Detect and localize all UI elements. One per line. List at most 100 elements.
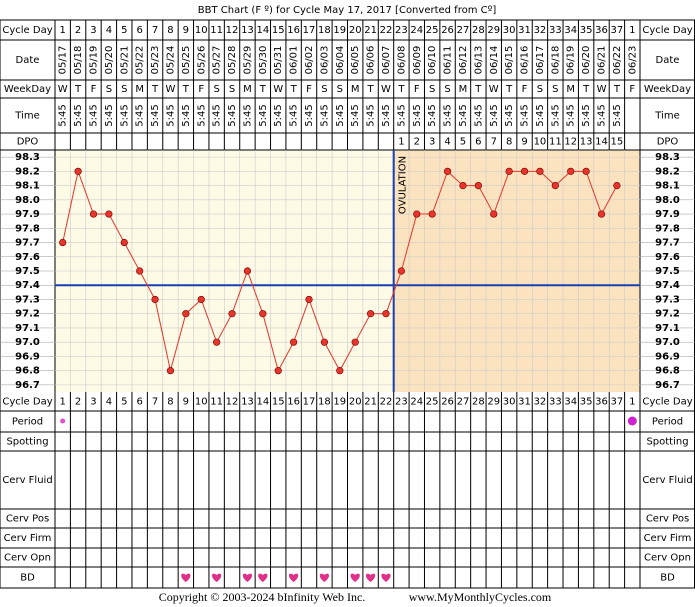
cell-text: 5:45 — [258, 104, 269, 126]
cell-text: M — [351, 84, 360, 95]
y-tick-label: 98.1 — [655, 181, 680, 192]
cell-text: 06/17 — [535, 46, 546, 75]
row-label: Date — [16, 55, 40, 66]
cell-text: M — [566, 84, 575, 95]
cell-text: 36 — [595, 397, 608, 408]
cell-text: S — [552, 84, 558, 95]
temperature-point — [74, 167, 82, 175]
temperature-point — [105, 210, 113, 218]
cell-text: 5:45 — [88, 104, 99, 126]
y-tick-label: 97.9 — [15, 209, 40, 220]
row-label: Cycle Day — [2, 397, 52, 408]
cell-text: 5:45 — [212, 104, 223, 126]
row-label: Cerv Pos — [646, 514, 689, 525]
row-label: Cerv Opn — [644, 553, 691, 564]
y-tick-label: 98.2 — [655, 166, 680, 177]
cell-text: 34 — [564, 25, 577, 36]
cell-text: 5:45 — [242, 104, 253, 126]
cell-text: 5 — [121, 25, 127, 36]
y-tick-label: 97.4 — [655, 280, 680, 291]
cell-text: 8 — [167, 397, 173, 408]
cell-text: 5:45 — [412, 104, 423, 126]
temperature-point — [474, 181, 482, 190]
cell-text: 4 — [106, 25, 112, 36]
cell-text: 06/04 — [335, 46, 346, 75]
row-label: Time — [14, 111, 39, 122]
cell-text: 25 — [426, 397, 439, 408]
temperature-point — [228, 310, 236, 318]
row-label: Cycle Day — [2, 25, 52, 36]
cell-text: 23 — [395, 25, 408, 36]
y-tick-label: 97.7 — [15, 238, 40, 249]
cell-text: 5:45 — [458, 104, 469, 126]
cell-text: T — [582, 84, 590, 95]
cell-text: 5:45 — [520, 104, 531, 126]
y-tick-label: 97.6 — [15, 252, 40, 263]
row-label: Cerv Firm — [644, 533, 692, 544]
cell-text: 14 — [595, 137, 608, 148]
cell-text: 06/12 — [458, 46, 469, 75]
cell-text: 5 — [121, 397, 127, 408]
temperature-point — [336, 367, 344, 375]
bd-heart — [242, 573, 253, 582]
y-tick-label: 97.6 — [655, 252, 680, 263]
cell-text: 35 — [580, 397, 593, 408]
y-tick-label: 96.7 — [655, 380, 680, 391]
cell-text: 14 — [256, 25, 269, 36]
cell-text: T — [182, 84, 190, 95]
cell-text: 05/26 — [196, 46, 207, 75]
cell-text: M — [135, 84, 144, 95]
row-label: DPO — [17, 137, 39, 148]
y-tick-label: 97.2 — [15, 309, 40, 320]
y-tick-label: 96.9 — [15, 351, 40, 362]
temperature-point — [274, 367, 282, 375]
cell-text: 2 — [414, 137, 420, 148]
cell-text: 27 — [457, 397, 470, 408]
cell-text: 29 — [487, 397, 500, 408]
cell-text: 06/23 — [627, 46, 638, 75]
cell-text: 13 — [580, 137, 593, 148]
row-label: Cerv Fluid — [2, 475, 52, 486]
cell-text: 06/01 — [289, 46, 300, 75]
cell-text: 2 — [75, 25, 81, 36]
cell-text: 6 — [136, 25, 142, 36]
cell-text: 11 — [549, 137, 562, 148]
cell-text: F — [629, 84, 635, 95]
cell-text: 16 — [287, 397, 300, 408]
cell-text: 6 — [475, 137, 481, 148]
cell-text: 22 — [380, 397, 393, 408]
temperature-point — [136, 267, 144, 275]
row-label: Date — [656, 55, 680, 66]
cell-text: 18 — [318, 25, 331, 36]
cell-text: 15 — [272, 25, 285, 36]
cell-text: 15 — [272, 397, 285, 408]
cell-text: 05/24 — [165, 46, 176, 75]
cell-text: W — [597, 84, 607, 95]
temperature-point — [320, 338, 329, 346]
cell-text: F — [414, 84, 420, 95]
cell-text: 5:45 — [289, 104, 300, 126]
temperature-point — [197, 295, 205, 304]
y-tick-label: 96.8 — [15, 366, 40, 377]
temperature-point — [166, 367, 175, 375]
bd-heart — [319, 573, 330, 582]
cell-text: 5:45 — [381, 104, 392, 126]
temperature-point — [443, 167, 452, 175]
cell-text: 10 — [195, 397, 208, 408]
cell-text: 06/22 — [612, 46, 623, 75]
y-tick-label: 97.4 — [15, 280, 40, 291]
cell-text: 12 — [226, 397, 239, 408]
cell-text: 06/15 — [504, 46, 515, 75]
cell-text: 12 — [226, 25, 239, 36]
temperature-point — [89, 210, 98, 218]
cell-text: 5:45 — [165, 104, 176, 126]
cell-text: 20 — [349, 25, 362, 36]
y-tick-label: 97.8 — [15, 223, 40, 234]
cell-text: F — [306, 84, 312, 95]
bd-heart — [381, 573, 391, 582]
cell-text: 06/09 — [412, 46, 423, 75]
cell-text: 13 — [241, 25, 254, 36]
cell-text: 06/19 — [566, 46, 577, 75]
y-tick-label: 97.0 — [655, 337, 680, 348]
cell-text: 5:45 — [504, 104, 515, 126]
